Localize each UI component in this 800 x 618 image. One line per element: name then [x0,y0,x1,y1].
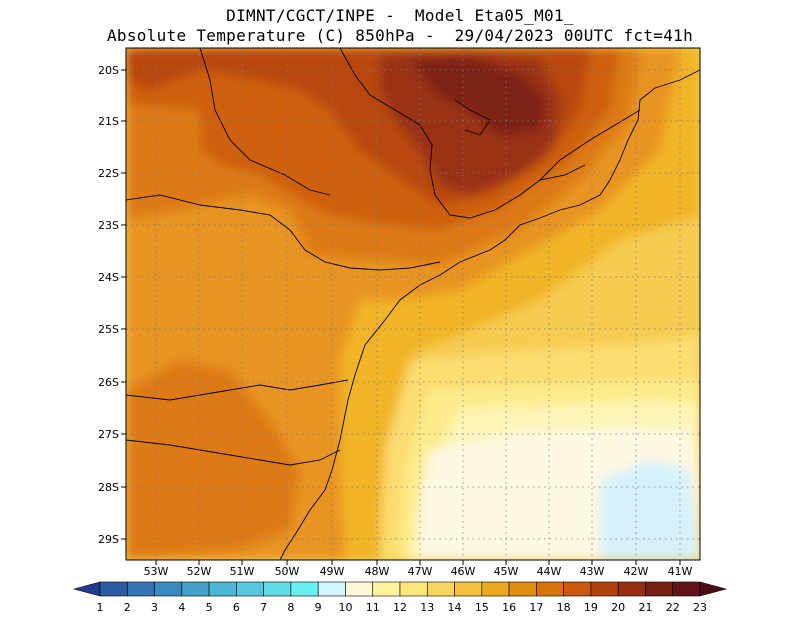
colorbar-swatch [208,581,237,597]
lon-label: 50W [275,565,300,578]
colorbar-label: 4 [178,601,185,614]
colorbar-swatch [154,581,183,597]
colorbar-swatch [454,581,483,597]
colorbar: 1 2 3 4 5 6 7 8 9 10 11 12 13 14 15 16 17 18 19 20 21 22 23 [72,581,728,614]
colorbar-label: 23 [693,601,707,614]
lon-label: 41W [668,565,693,578]
field-band-18-south [126,360,300,560]
colorbar-label: 21 [638,601,652,614]
colorbar-label: 5 [206,601,213,614]
colorbar-label: 8 [287,601,294,614]
colorbar-swatch [317,581,346,597]
colorbar-label: 13 [420,601,434,614]
lat-label: 28S [98,481,119,494]
colorbar-swatch [290,581,319,597]
graticule [126,48,700,560]
lat-label: 22S [98,167,119,180]
colorbar-label: 17 [529,601,543,614]
colorbar-arrow-left [72,581,101,597]
lon-label: 46W [451,565,476,578]
colorbar-swatch [508,581,537,597]
field-band-22 [410,58,545,135]
lon-label: 44W [537,565,562,578]
state-border-mg-rj [539,109,641,181]
temperature-field [126,48,700,560]
lon-label: 53W [144,565,169,578]
colorbar-label: 7 [260,601,267,614]
longitude-labels: 53W 52W 51W 50W 49W 48W 47W 46W 45W 44W … [144,565,693,578]
state-border-ms-sp [199,48,331,196]
colorbar-label: 10 [338,601,352,614]
colorbar-swatch [426,581,455,597]
lat-label: 27S [98,428,119,441]
colorbar-label: 12 [393,601,407,614]
state-border-pr-sc [126,379,349,401]
axis-ticks [121,69,681,565]
colorbar-swatch [372,581,401,597]
lat-label: 26S [98,376,119,389]
lat-label: 24S [98,271,119,284]
colorbar-label: 16 [502,601,516,614]
colorbar-swatch [536,581,564,597]
lon-label: 49W [320,565,345,578]
colorbar-swatch [345,581,374,597]
colorbar-label: 11 [366,601,380,614]
coastline [279,69,700,560]
lon-label: 52W [187,565,212,578]
colorbar-swatch [672,581,701,597]
colorbar-swatch [617,581,646,597]
lake-feature [454,99,491,136]
colorbar-label: 14 [448,601,462,614]
colorbar-label: 3 [151,601,158,614]
colorbar-label: 20 [611,601,625,614]
lat-label: 29S [98,533,119,546]
lon-label: 43W [580,565,605,578]
state-border-sp-mg [339,48,586,219]
lon-label: 47W [408,565,433,578]
colorbar-swatch [645,581,674,597]
lon-label: 48W [365,565,390,578]
colorbar-label: 22 [666,601,680,614]
lat-label: 21S [98,115,119,128]
colorbar-swatch [563,581,592,597]
colorbar-label: 9 [315,601,322,614]
state-border-sc-rs [126,439,341,466]
colorbar-swatch [481,581,510,597]
colorbar-swatch [263,581,292,597]
colorbar-swatch [590,581,619,597]
latitude-labels: 20S 21S 22S 23S 24S 25S 26S 27S 28S 29S [98,64,119,546]
map-title-line-2: Absolute Temperature (C) 850hPa - 29/04/… [106,26,694,45]
lat-label: 25S [98,323,119,336]
lat-label: 20S [98,64,119,77]
colorbar-label: 1 [97,601,104,614]
lon-label: 45W [494,565,519,578]
colorbar-swatch [236,581,264,597]
colorbar-label: 2 [124,601,131,614]
colorbar-swatch [399,581,428,597]
colorbar-swatch [126,581,155,597]
colorbar-label: 19 [584,601,598,614]
colorbar-label: 15 [475,601,489,614]
colorbar-label: 18 [557,601,571,614]
state-border-sp-pr [126,194,441,271]
map-title-line-1: DIMNT/CGCT/INPE - Model Eta05_M01_ [226,6,574,25]
colorbar-arrow-right [699,581,728,597]
lon-label: 51W [230,565,255,578]
map-frame [125,47,701,561]
lon-label: 42W [624,565,649,578]
colorbar-label: 6 [233,601,240,614]
lat-label: 23S [98,219,119,232]
coastline-borders [126,48,700,560]
field-band-10 [600,460,700,560]
colorbar-swatch [99,581,128,597]
colorbar-swatch [181,581,210,597]
